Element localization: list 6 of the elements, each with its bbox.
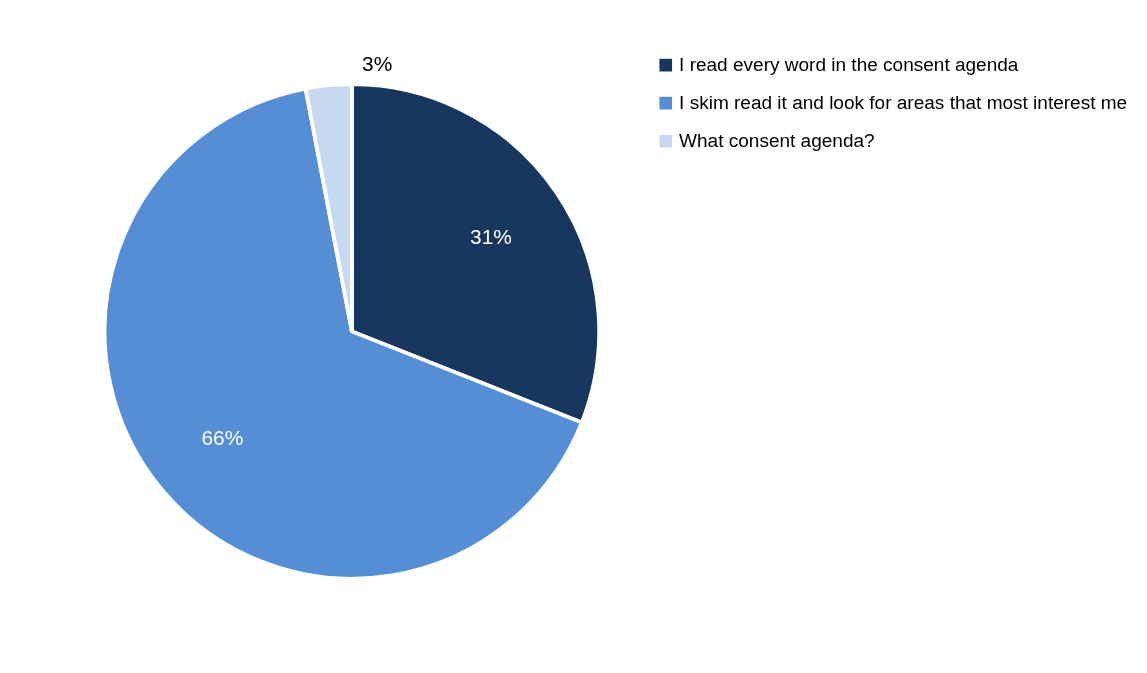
- legend-label: I skim read it and look for areas that most interest me: [679, 91, 1128, 113]
- data-label: 66%: [201, 426, 244, 450]
- data-label: 31%: [470, 224, 512, 248]
- legend-label: What consent agenda?: [679, 129, 875, 151]
- data-label: 3%: [362, 52, 393, 76]
- legend-label: I read every word in the consent agenda: [679, 53, 1019, 75]
